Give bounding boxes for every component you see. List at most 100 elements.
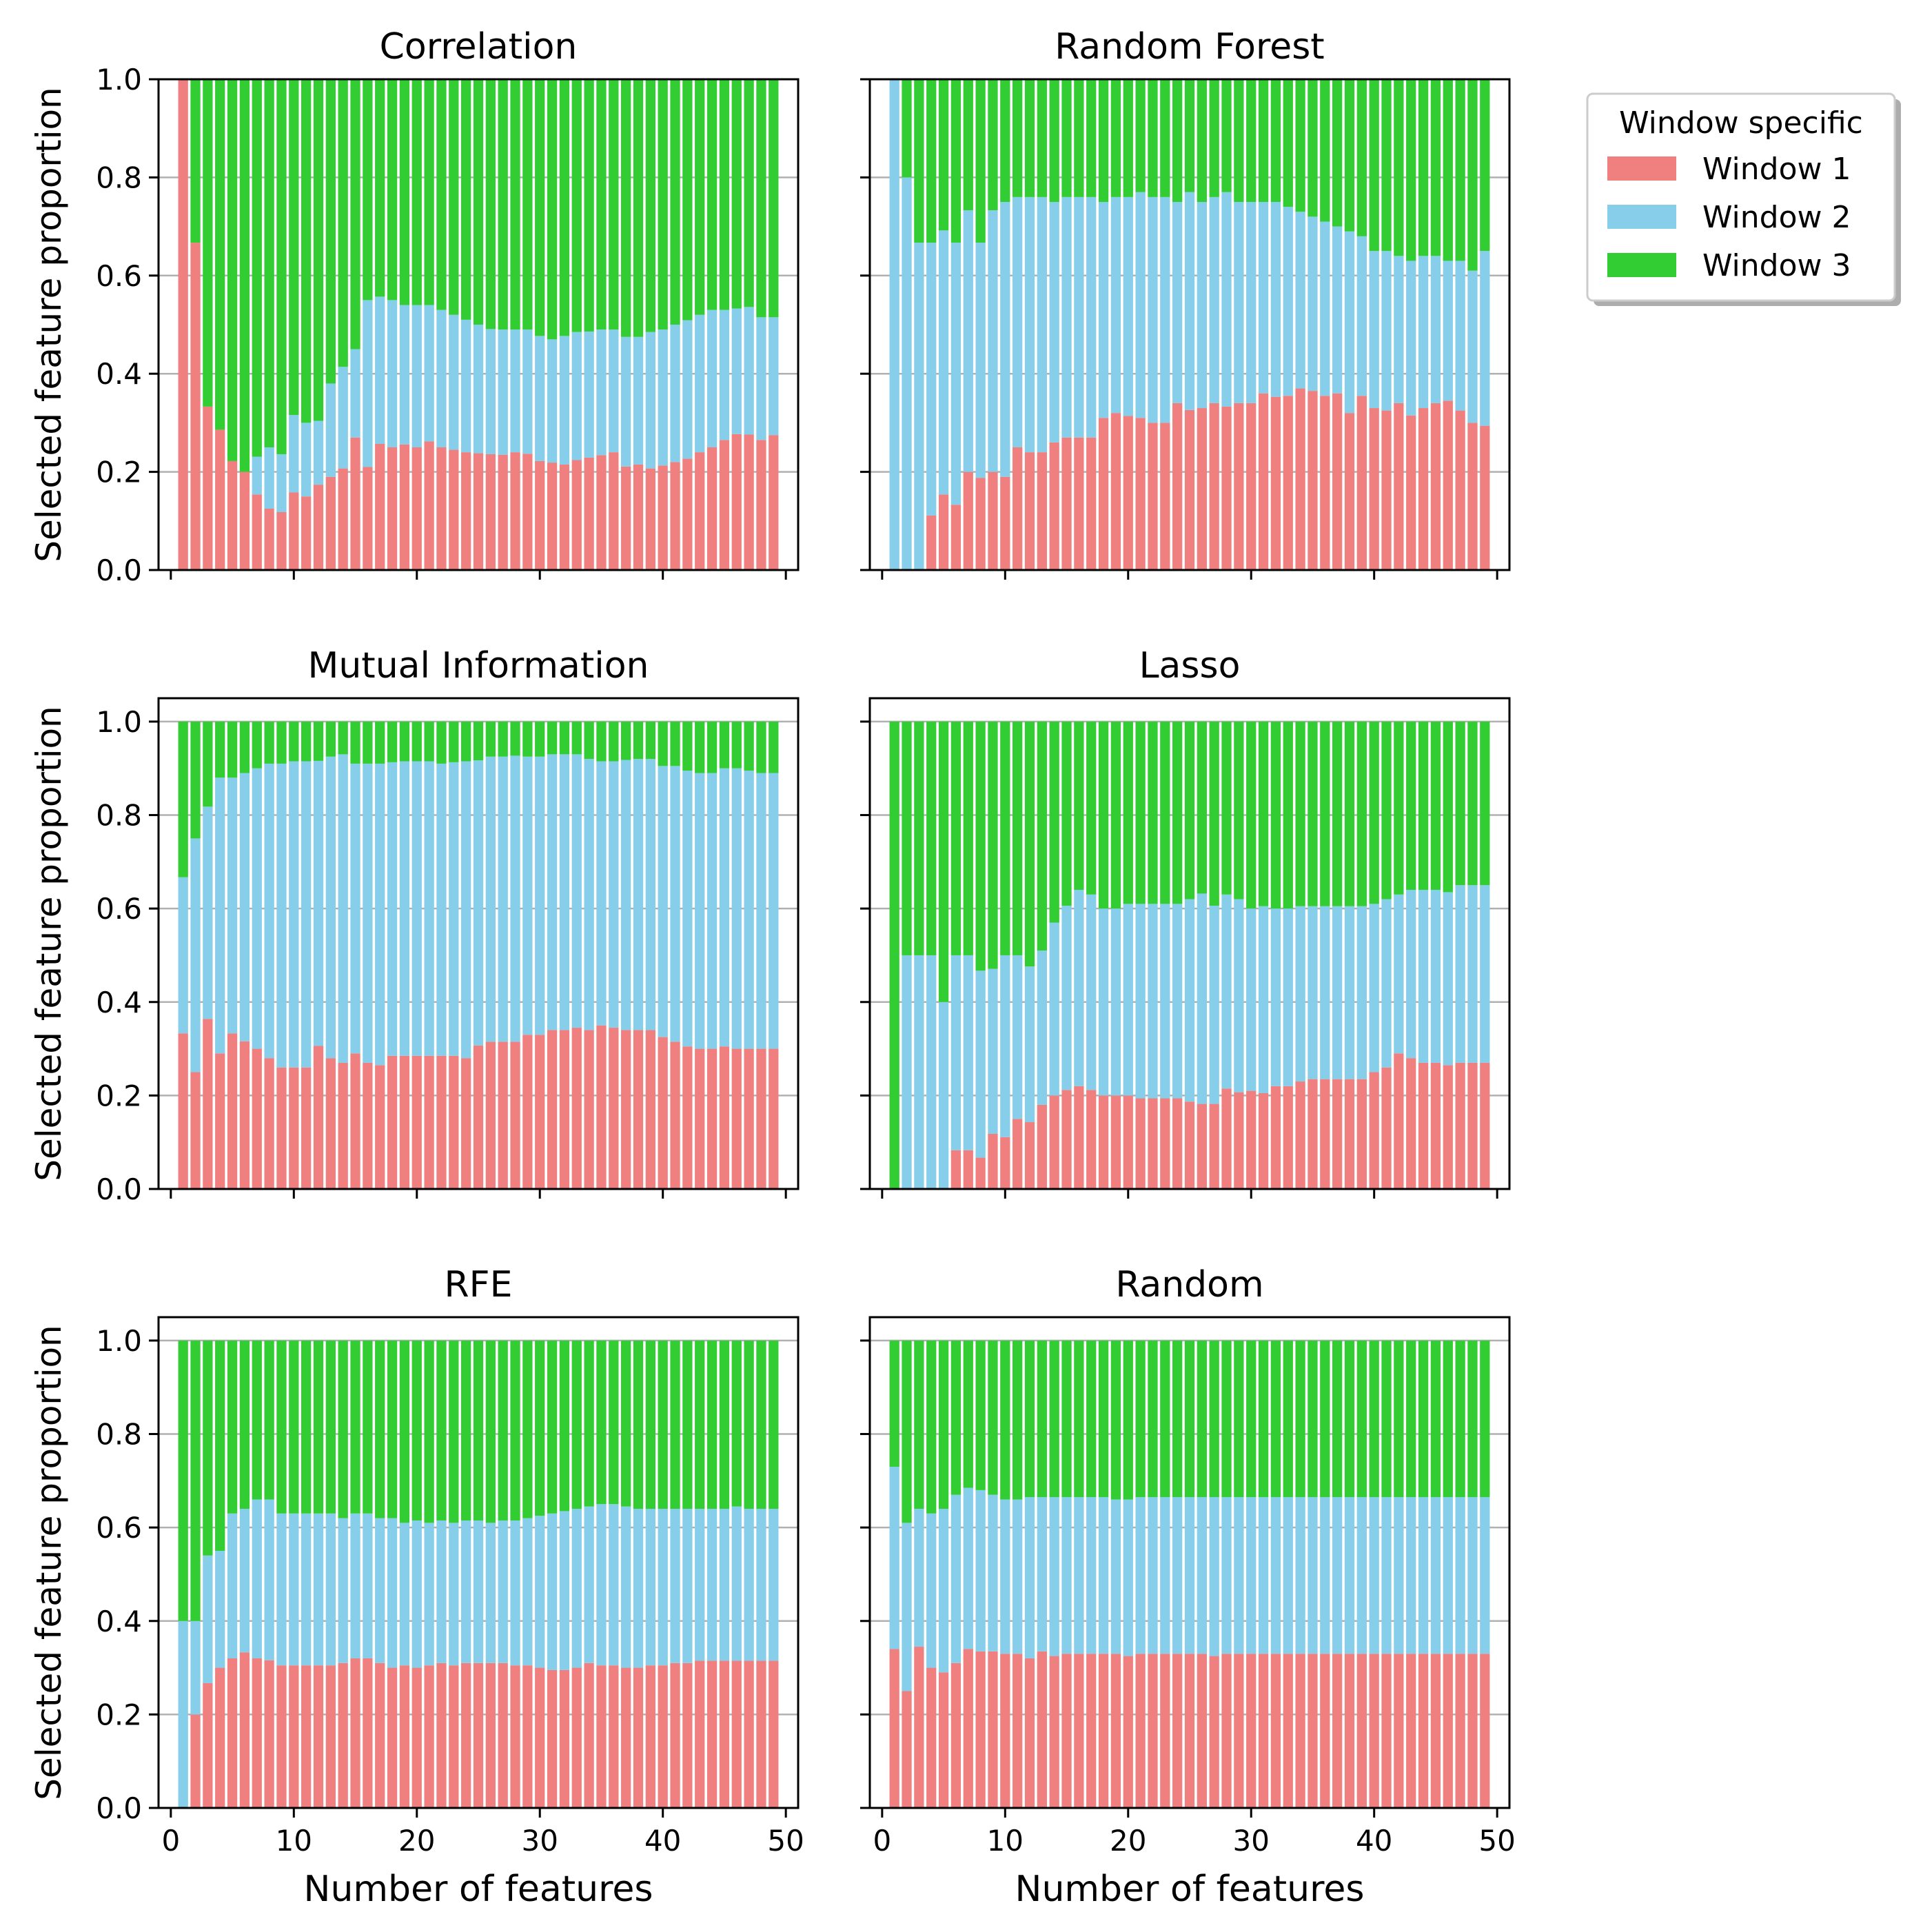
bar-window-3 [1098,79,1109,202]
bar-window-3 [1332,79,1343,227]
y-axis-label: Selected feature proportion [29,87,69,562]
bar-window-1 [387,447,398,570]
bar-window-3 [609,721,619,762]
bar-window-1 [1074,1086,1084,1189]
x-tick-label: 10 [987,1824,1024,1858]
bar-window-3 [731,721,742,769]
bar-window-3 [411,721,422,762]
bar-window-1 [1209,1656,1219,1808]
bar-window-2 [325,383,336,477]
bar-window-2 [645,332,655,469]
bar-window-2 [522,756,533,1035]
bar-window-2 [1148,904,1158,1099]
legend-swatch-window-1 [1607,156,1676,181]
bar-window-1 [510,1665,520,1808]
bar-window-1 [1234,1092,1244,1189]
bar-window-3 [387,721,398,762]
bar-window-1 [1110,1095,1121,1189]
bar-window-1 [1480,425,1490,570]
bar-window-3 [1308,721,1318,906]
bar-window-2 [1467,885,1478,1063]
y-tick-label: 0.6 [96,892,142,926]
bar-window-1 [411,1055,422,1189]
bar-window-3 [744,721,754,771]
bar-window-1 [975,1651,986,1808]
bar-window-3 [375,1340,385,1518]
bar-window-1 [1123,416,1133,570]
bar-window-1 [584,1662,594,1808]
bar-window-2 [1246,908,1256,1091]
bar-window-3 [1049,1340,1059,1498]
bar-window-2 [313,1513,324,1666]
bar-window-3 [1074,721,1084,891]
bar-window-2 [350,763,360,1054]
subplot-3: 0.0 0.2 0.4 0.6 0.8 1.0 Mutual Information Sele… [29,645,800,1206]
bar-window-2 [1209,196,1219,403]
bar-window-3 [1480,721,1490,886]
bar-window-2 [1430,1497,1441,1654]
bar-window-1 [436,1055,447,1189]
bar-window-1 [695,1048,705,1189]
bar-window-1 [682,1662,693,1808]
bar-window-2 [276,1513,287,1666]
x-tick-label: 0 [873,1824,891,1858]
bar-window-3 [988,721,998,969]
bar-window-2 [338,754,348,1063]
bar-window-3 [190,721,201,839]
bar-window-1 [1148,423,1158,570]
bar-window-3 [1160,721,1170,904]
bar-window-1 [1000,476,1010,570]
bar-window-2 [1320,1497,1330,1654]
bar-window-3 [1024,79,1035,197]
bar-window-1 [1184,409,1195,570]
bar-window-2 [411,1520,422,1668]
bar-window-1 [963,471,973,570]
y-tick-label: 0.0 [96,1791,142,1825]
bar-window-1 [633,464,644,570]
subplot-4: Lasso [860,645,1511,1199]
bar-window-3 [584,79,594,332]
bar-window-2 [1369,251,1379,409]
bar-window-3 [1308,1340,1318,1498]
bar-window-3 [1344,1340,1355,1498]
bar-window-3 [449,79,459,315]
bar-window-1 [1221,1088,1232,1189]
x-tick-label: 30 [1233,1824,1270,1858]
bar-window-1 [1381,410,1392,570]
bar-window-3 [609,79,619,330]
bar-window-3 [535,1340,545,1516]
bar-window-2 [1024,196,1035,453]
bar-window-2 [1172,904,1183,1099]
bar-window-1 [571,1667,582,1808]
bar-window-3 [203,721,213,807]
bar-window-1 [1320,1654,1330,1808]
bar-window-2 [215,777,225,1054]
bar-window-3 [1197,721,1207,894]
bar-window-2 [559,336,570,465]
bar-window-1 [1037,1104,1047,1189]
bar-window-2 [449,314,459,450]
bar-window-1 [1369,1072,1379,1189]
x-tick-label: 30 [522,1824,558,1858]
bar-window-1 [1283,396,1293,570]
bar-window-3 [510,1340,520,1521]
bar-window-1 [350,1053,360,1189]
subplot-1: 0.0 0.2 0.4 0.6 0.8 1.0 Correlation Selected fe… [29,26,800,587]
bar-window-3 [1000,721,1010,955]
bar-window-2 [609,329,619,453]
bar-window-1 [1356,1654,1367,1808]
bar-window-3 [264,79,274,447]
bar-window-1 [1467,423,1478,570]
bar-window-1 [424,1665,434,1808]
bar-window-3 [596,1340,607,1505]
bar-window-3 [301,1340,312,1514]
chart-title: Lasso [1139,645,1241,687]
bar-window-1 [239,1041,250,1189]
bar-window-1 [1332,1654,1343,1808]
bar-window-1 [1197,1104,1207,1189]
bar-window-3 [1394,79,1404,256]
bar-window-2 [498,329,508,455]
bar-window-2 [1135,192,1146,418]
bar-window-2 [264,763,274,1059]
bar-window-2 [522,1518,533,1666]
